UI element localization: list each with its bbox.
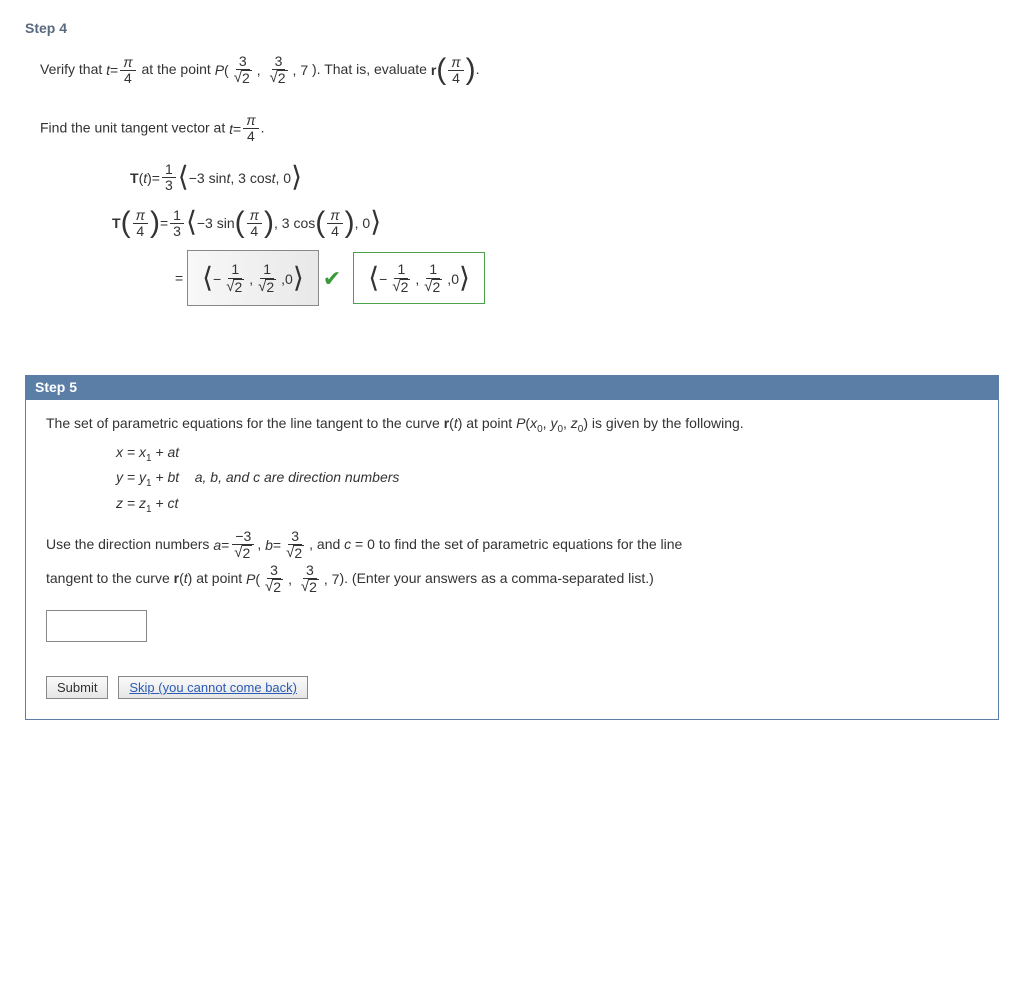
- answer-line: = ⟨ − 1 √2 , 1 √2 ,0 ⟩ ✔: [175, 250, 984, 307]
- verify-line: Verify that t = π 4 at the point P( 3 √2…: [40, 54, 984, 87]
- eq-sign3: =: [175, 260, 183, 296]
- user-answer-box: ⟨ − 1 √2 , 1 √2 ,0 ⟩: [187, 250, 319, 305]
- one-third-b: 1 3: [170, 208, 184, 240]
- tangent-line: tangent to the curve r(t) at point P( 3 …: [46, 562, 978, 596]
- verify-lead: Verify that: [40, 61, 106, 77]
- direction-note: a, b, and c are direction numbers: [195, 469, 400, 485]
- at-point-text: at the point: [142, 61, 215, 77]
- pz-val: 7: [300, 59, 308, 81]
- r-arg-frac: π 4: [448, 55, 463, 87]
- pi-over-4-b: π 4: [243, 113, 258, 145]
- button-row: Submit Skip (you cannot come back): [46, 676, 978, 699]
- find-text: Find the unit tangent vector at: [40, 119, 229, 135]
- parametric-equations: x = x1 + at y = y1 + bt a, b, and c are …: [116, 441, 978, 518]
- T-label-2: T: [112, 205, 121, 241]
- find-period: .: [261, 119, 265, 135]
- eq-sign: =: [110, 59, 118, 81]
- P-label: P: [215, 59, 224, 81]
- Tt-eq: T(t) = 1 3 ⟨ −3 sin t , 3 cos t , 0 ⟩: [130, 159, 984, 196]
- skip-button[interactable]: Skip (you cannot come back): [118, 676, 308, 699]
- px-frac: 3 √2: [231, 54, 255, 87]
- P-label-2: P: [516, 415, 525, 431]
- one-third: 1 3: [162, 162, 176, 194]
- step5-intro: The set of parametric equations for the …: [46, 415, 978, 435]
- use-direction-line: Use the direction numbers a = −3 √2 , b …: [46, 528, 978, 562]
- step5-box: The set of parametric equations for the …: [25, 399, 999, 720]
- find-line: Find the unit tangent vector at t = π 4 …: [40, 113, 984, 145]
- a-frac: −3 √2: [231, 529, 255, 562]
- T-label: T: [130, 160, 139, 196]
- pi-over-4: π 4: [120, 55, 135, 87]
- step4-header: Step 4: [25, 20, 999, 36]
- pi4-arg: π 4: [133, 208, 148, 240]
- answer-input[interactable]: [46, 610, 147, 642]
- b-frac: 3 √2: [283, 529, 307, 562]
- check-icon: ✔: [323, 250, 341, 307]
- step4-content: Verify that t = π 4 at the point P( 3 √2…: [25, 54, 999, 325]
- step5-header: Step 5: [25, 375, 999, 399]
- submit-button[interactable]: Submit: [46, 676, 108, 699]
- r-label-2: r: [444, 415, 449, 431]
- T-arg: t: [143, 160, 147, 196]
- py-frac: 3 √2: [267, 54, 291, 87]
- Tpi4-eq: T ( π 4 ) = 1 3 ⟨ −3 sin ( π4 ) , 3 cos …: [112, 204, 984, 241]
- verify-period: .: [476, 61, 480, 77]
- that-is-text: ). That is, evaluate: [312, 61, 431, 77]
- eq-sign2: =: [233, 118, 241, 140]
- correct-answer-box: ⟨ − 1 √2 , 1 √2 ,0 ⟩: [353, 252, 485, 303]
